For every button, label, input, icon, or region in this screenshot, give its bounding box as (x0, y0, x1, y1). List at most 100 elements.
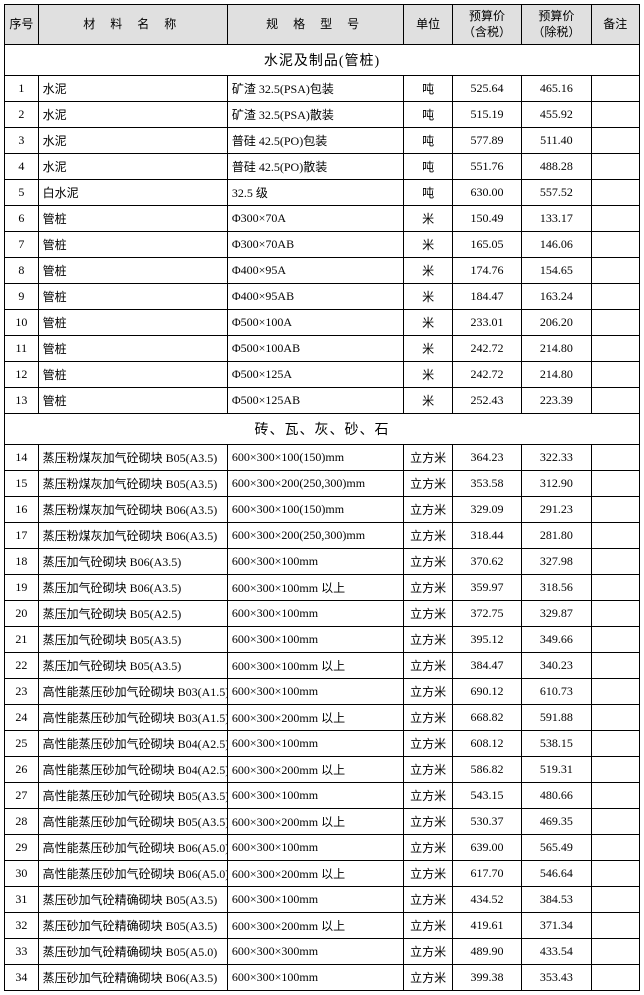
seq-cell: 6 (5, 206, 39, 232)
table-row: 20蒸压加气砼砌块 B05(A2.5)600×300×100mm立方米372.7… (5, 601, 640, 627)
note-cell (591, 887, 639, 913)
table-row: 2水泥矿渣 32.5(PSA)散装吨515.19455.92 (5, 102, 640, 128)
seq-cell: 31 (5, 887, 39, 913)
price-notax-cell: 469.35 (522, 809, 591, 835)
price-notax-cell: 565.49 (522, 835, 591, 861)
price-notax-cell: 353.43 (522, 965, 591, 991)
unit-cell: 吨 (404, 128, 452, 154)
seq-cell: 23 (5, 679, 39, 705)
table-row: 24高性能蒸压砂加气砼砌块 B03(A1.5)600×300×200mm 以上立… (5, 705, 640, 731)
name-cell: 蒸压粉煤灰加气砼砌块 B06(A3.5) (38, 497, 227, 523)
unit-cell: 立方米 (404, 783, 452, 809)
name-cell: 管桩 (38, 206, 227, 232)
note-cell (591, 861, 639, 887)
table-row: 5白水泥32.5 级吨630.00557.52 (5, 180, 640, 206)
price-tax-cell: 370.62 (452, 549, 521, 575)
name-cell: 蒸压粉煤灰加气砼砌块 B05(A3.5) (38, 445, 227, 471)
seq-cell: 8 (5, 258, 39, 284)
unit-cell: 立方米 (404, 705, 452, 731)
price-tax-cell: 242.72 (452, 362, 521, 388)
table-row: 13管桩Φ500×125AB米252.43223.39 (5, 388, 640, 414)
note-cell (591, 757, 639, 783)
price-notax-cell: 557.52 (522, 180, 591, 206)
unit-cell: 立方米 (404, 549, 452, 575)
spec-cell: 600×300×100mm 以上 (227, 575, 404, 601)
note-cell (591, 336, 639, 362)
seq-cell: 34 (5, 965, 39, 991)
price-notax-cell: 214.80 (522, 336, 591, 362)
unit-cell: 米 (404, 336, 452, 362)
price-tax-cell: 184.47 (452, 284, 521, 310)
price-notax-cell: 206.20 (522, 310, 591, 336)
spec-cell: Φ500×100A (227, 310, 404, 336)
price-notax-cell: 538.15 (522, 731, 591, 757)
price-tax-cell: 434.52 (452, 887, 521, 913)
price-notax-cell: 223.39 (522, 388, 591, 414)
section-title-row: 砖、瓦、灰、砂、石 (5, 414, 640, 445)
table-row: 11管桩Φ500×100AB米242.72214.80 (5, 336, 640, 362)
name-cell: 蒸压加气砼砌块 B05(A2.5) (38, 601, 227, 627)
note-cell (591, 913, 639, 939)
price-notax-cell: 546.64 (522, 861, 591, 887)
section-title: 水泥及制品(管桩) (5, 45, 640, 76)
name-cell: 高性能蒸压砂加气砼砌块 B03(A1.5) (38, 705, 227, 731)
price-tax-cell: 233.01 (452, 310, 521, 336)
seq-cell: 26 (5, 757, 39, 783)
seq-cell: 14 (5, 445, 39, 471)
price-notax-cell: 146.06 (522, 232, 591, 258)
name-cell: 蒸压砂加气砼精确砌块 B05(A3.5) (38, 887, 227, 913)
price-notax-cell: 133.17 (522, 206, 591, 232)
unit-cell: 立方米 (404, 809, 452, 835)
note-cell (591, 284, 639, 310)
seq-cell: 25 (5, 731, 39, 757)
unit-cell: 立方米 (404, 965, 452, 991)
spec-cell: 600×300×200mm 以上 (227, 913, 404, 939)
unit-cell: 立方米 (404, 861, 452, 887)
price-tax-cell: 419.61 (452, 913, 521, 939)
note-cell (591, 154, 639, 180)
table-row: 14蒸压粉煤灰加气砼砌块 B05(A3.5)600×300×100(150)mm… (5, 445, 640, 471)
header-price-notax: 预算价（除税） (522, 5, 591, 45)
header-seq: 序号 (5, 5, 39, 45)
unit-cell: 米 (404, 232, 452, 258)
price-tax-cell: 630.00 (452, 180, 521, 206)
price-tax-cell: 690.12 (452, 679, 521, 705)
price-tax-cell: 359.97 (452, 575, 521, 601)
table-row: 3水泥普硅 42.5(PO)包装吨577.89511.40 (5, 128, 640, 154)
header-unit: 单位 (404, 5, 452, 45)
seq-cell: 24 (5, 705, 39, 731)
seq-cell: 12 (5, 362, 39, 388)
unit-cell: 立方米 (404, 601, 452, 627)
spec-cell: 600×300×100(150)mm (227, 445, 404, 471)
price-notax-cell: 371.34 (522, 913, 591, 939)
unit-cell: 立方米 (404, 575, 452, 601)
table-row: 9管桩Φ400×95AB米184.47163.24 (5, 284, 640, 310)
spec-cell: 600×300×100mm (227, 731, 404, 757)
note-cell (591, 388, 639, 414)
note-cell (591, 627, 639, 653)
seq-cell: 1 (5, 76, 39, 102)
seq-cell: 13 (5, 388, 39, 414)
price-tax-cell: 150.49 (452, 206, 521, 232)
table-row: 32蒸压砂加气砼精确砌块 B05(A3.5)600×300×200mm 以上立方… (5, 913, 640, 939)
spec-cell: 600×300×100mm (227, 679, 404, 705)
price-tax-cell: 364.23 (452, 445, 521, 471)
table-row: 15蒸压粉煤灰加气砼砌块 B05(A3.5)600×300×200(250,30… (5, 471, 640, 497)
spec-cell: Φ500×125A (227, 362, 404, 388)
header-name: 材 料 名 称 (38, 5, 227, 45)
spec-cell: 矿渣 32.5(PSA)散装 (227, 102, 404, 128)
spec-cell: 600×300×200mm 以上 (227, 809, 404, 835)
price-notax-cell: 312.90 (522, 471, 591, 497)
spec-cell: 600×300×100mm (227, 835, 404, 861)
name-cell: 蒸压加气砼砌块 B05(A3.5) (38, 653, 227, 679)
note-cell (591, 601, 639, 627)
note-cell (591, 783, 639, 809)
note-cell (591, 705, 639, 731)
price-tax-cell: 515.19 (452, 102, 521, 128)
table-row: 19蒸压加气砼砌块 B06(A3.5)600×300×100mm 以上立方米35… (5, 575, 640, 601)
header-price-tax: 预算价（含税） (452, 5, 521, 45)
unit-cell: 吨 (404, 180, 452, 206)
table-body: 水泥及制品(管桩)1水泥矿渣 32.5(PSA)包装吨525.64465.162… (5, 45, 640, 991)
price-tax-cell: 489.90 (452, 939, 521, 965)
table-row: 6管桩Φ300×70A米150.49133.17 (5, 206, 640, 232)
